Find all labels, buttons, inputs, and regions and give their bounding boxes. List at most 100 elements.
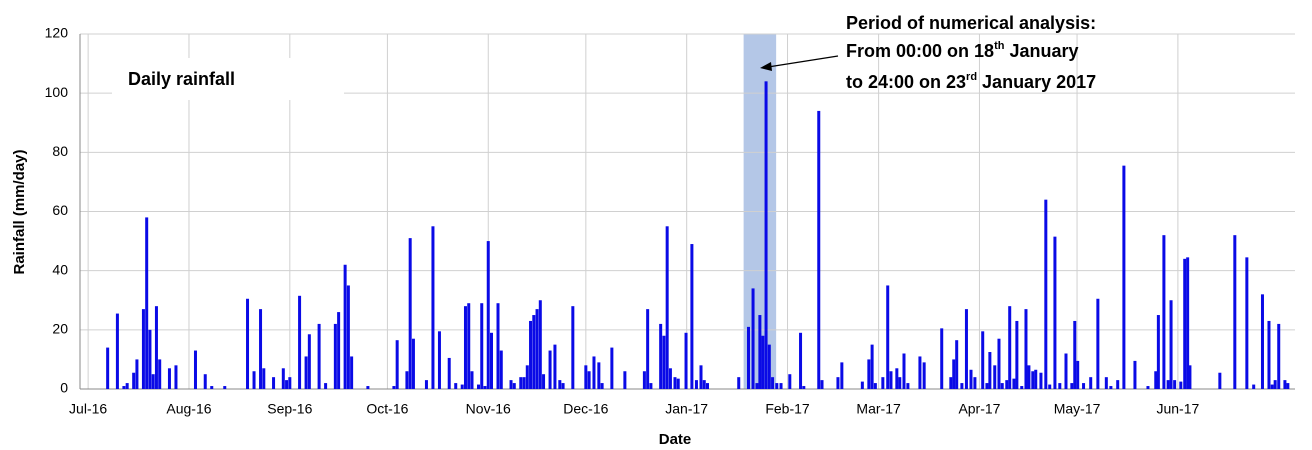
annotation: to 24:00 on 23rd January 2017 — [846, 71, 1096, 92]
bar — [895, 368, 899, 389]
bar — [460, 384, 464, 389]
bar — [158, 359, 162, 389]
bar — [437, 331, 441, 389]
bar — [988, 352, 992, 389]
bar — [392, 386, 396, 389]
bar — [424, 380, 428, 389]
annotation: Daily rainfall — [128, 69, 235, 89]
y-tick-label: 0 — [60, 380, 68, 396]
annotation-part: rd — [966, 71, 977, 83]
bar — [252, 371, 256, 389]
bar — [1005, 380, 1009, 389]
bar — [668, 368, 672, 389]
bar — [860, 381, 864, 389]
bar — [702, 380, 706, 389]
bar — [480, 303, 484, 389]
bar — [764, 81, 768, 389]
bar — [1154, 371, 1158, 389]
bar — [597, 362, 601, 389]
bar — [600, 383, 604, 389]
bar — [553, 344, 557, 389]
bar — [1104, 377, 1108, 389]
bar — [122, 386, 126, 389]
bar — [411, 338, 415, 389]
bar — [584, 365, 588, 389]
annotation-part: From 00:00 on 18 — [846, 41, 994, 61]
bar — [343, 264, 347, 389]
bar — [496, 303, 500, 389]
bar — [529, 320, 533, 389]
bar — [281, 368, 285, 389]
bar — [463, 306, 467, 389]
bar — [649, 383, 653, 389]
bar — [346, 285, 350, 389]
bar — [1027, 365, 1031, 389]
bar — [610, 347, 614, 389]
bar — [587, 371, 591, 389]
bar — [454, 383, 458, 389]
bar — [509, 380, 513, 389]
bar — [246, 298, 250, 389]
bar — [836, 377, 840, 389]
bar — [115, 313, 119, 389]
y-tick-label: 60 — [52, 202, 68, 218]
bar — [512, 383, 516, 389]
bar — [431, 226, 435, 389]
bar — [969, 369, 973, 389]
bar — [906, 383, 910, 389]
bar — [1048, 384, 1052, 389]
bar — [767, 344, 771, 389]
bar — [690, 244, 694, 389]
bar — [298, 295, 302, 389]
bar — [873, 383, 877, 389]
bar — [1015, 320, 1019, 389]
bar — [106, 347, 110, 389]
y-tick-label: 100 — [45, 84, 69, 100]
bar — [307, 334, 311, 389]
bar — [1020, 386, 1024, 389]
bar — [665, 226, 669, 389]
bar — [408, 238, 412, 389]
bar — [542, 374, 546, 389]
bar — [758, 315, 762, 389]
x-tick-label: May-17 — [1054, 401, 1101, 417]
bar — [940, 328, 944, 389]
bar — [561, 383, 565, 389]
bar — [203, 374, 207, 389]
bar — [918, 356, 922, 389]
bar — [694, 380, 698, 389]
bar — [447, 357, 451, 389]
bar — [1286, 383, 1290, 389]
bar — [1053, 236, 1057, 389]
bar — [706, 383, 710, 389]
bar — [476, 384, 480, 389]
bar — [395, 340, 399, 389]
bar — [1218, 372, 1222, 389]
bar — [802, 386, 806, 389]
bar — [135, 359, 139, 389]
bar — [964, 309, 968, 389]
bar — [1233, 235, 1237, 389]
bar — [405, 371, 409, 389]
bar — [775, 383, 779, 389]
x-tick-label: Oct-16 — [366, 401, 408, 417]
x-tick-label: Jan-17 — [665, 401, 708, 417]
bar — [1252, 384, 1256, 389]
bar — [662, 335, 666, 389]
bar — [193, 350, 197, 389]
bar — [317, 323, 321, 389]
bar — [886, 285, 890, 389]
bar — [1260, 294, 1264, 389]
bar — [1076, 360, 1080, 389]
bar — [141, 309, 145, 389]
bar — [1064, 353, 1068, 389]
bar — [985, 383, 989, 389]
bar — [799, 332, 803, 389]
bar — [148, 329, 152, 389]
bar — [1277, 323, 1281, 389]
x-tick-label: Dec-16 — [563, 401, 608, 417]
bar — [1000, 383, 1004, 389]
bar — [889, 371, 893, 389]
bar — [483, 386, 487, 389]
